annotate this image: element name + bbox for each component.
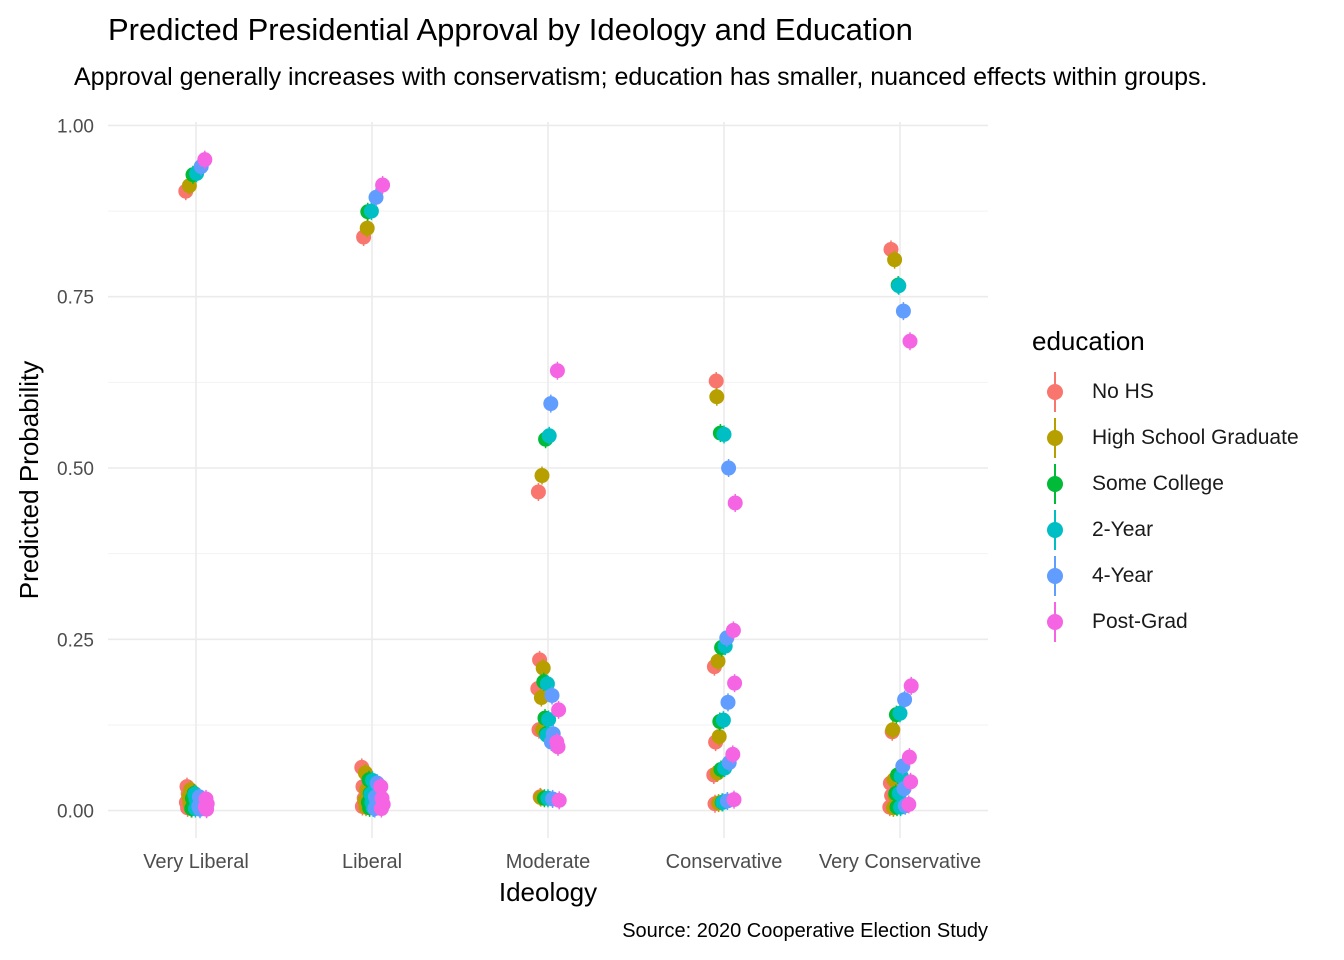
point-high-school-graduate-very-conservative [885, 722, 901, 738]
legend-item-post-grad: Post-Grad [1032, 600, 1332, 646]
legend-title: education [1032, 326, 1145, 356]
x-tick-label-moderate: Moderate [506, 851, 591, 873]
legend-label-4-year: 4-Year [1092, 564, 1154, 587]
y-tick-label: 0.50 [57, 459, 94, 480]
legend-key-some-college [1047, 464, 1063, 504]
point-post-grad-very-conservative [902, 333, 918, 349]
x-tick-label-conservative: Conservative [666, 851, 783, 873]
point-high-school-graduate-moderate [535, 660, 551, 676]
point-4-year-very-conservative [895, 303, 911, 319]
legend-label-post-grad: Post-Grad [1092, 610, 1188, 633]
point-2-year-moderate [539, 676, 555, 692]
point-high-school-graduate-moderate [534, 468, 550, 484]
legend-label-no-hs: No HS [1092, 380, 1154, 403]
legend-label-some-college: Some College [1092, 472, 1224, 495]
point-no-hs-moderate [530, 484, 546, 500]
point-no-hs-conservative [708, 373, 724, 389]
point-high-school-graduate-liberal [359, 220, 375, 236]
point-4-year-very-conservative [897, 692, 913, 708]
legend: No HS High School Graduate Some College … [1032, 370, 1332, 646]
legend-item-2-year: 2-Year [1032, 508, 1332, 554]
x-tick-label-very-liberal: Very Liberal [143, 851, 249, 873]
legend-key-high-school-graduate [1047, 418, 1063, 458]
point-post-grad-moderate [551, 792, 567, 808]
legend-label-high-school-graduate: High School Graduate [1092, 426, 1299, 449]
y-tick-label: 0.75 [57, 288, 94, 309]
x-axis-title: Ideology [499, 877, 597, 907]
point-high-school-graduate-very-conservative [887, 252, 903, 268]
legend-item-high-school-graduate: High School Graduate [1032, 416, 1332, 462]
point-post-grad-very-conservative [903, 678, 919, 694]
point-2-year-liberal [363, 203, 379, 219]
point-2-year-very-conservative [891, 278, 907, 294]
point-post-grad-liberal [373, 779, 389, 795]
legend-key-no-hs [1047, 372, 1063, 412]
point-4-year-conservative [720, 694, 736, 710]
chart-title: Predicted Presidential Approval by Ideol… [108, 12, 913, 47]
point-post-grad-very-conservative [901, 749, 917, 765]
point-post-grad-conservative [725, 746, 741, 762]
x-tick-label-very-conservative: Very Conservative [819, 851, 981, 873]
point-post-grad-moderate [551, 702, 567, 718]
point-4-year-conservative [721, 460, 737, 476]
point-high-school-graduate-conservative [709, 389, 725, 405]
legend-item-4-year: 4-Year [1032, 554, 1332, 600]
legend-key-post-grad [1047, 602, 1063, 642]
point-high-school-graduate-conservative [710, 653, 726, 669]
point-2-year-moderate [541, 428, 557, 444]
y-tick-label: 0.00 [57, 802, 94, 823]
point-2-year-very-conservative [892, 705, 908, 721]
y-axis-title: Predicted Probability [14, 361, 44, 599]
point-4-year-moderate [543, 396, 559, 412]
point-post-grad-conservative [727, 675, 743, 691]
x-tick-label-liberal: Liberal [342, 851, 402, 873]
point-post-grad-liberal [373, 801, 389, 817]
point-post-grad-very-liberal [199, 801, 215, 817]
chart-subtitle: Approval generally increases with conser… [74, 63, 1208, 91]
chart-caption: Source: 2020 Cooperative Election Study [622, 920, 988, 942]
point-post-grad-moderate [550, 739, 566, 755]
legend-item-no-hs: No HS [1032, 370, 1332, 416]
point-post-grad-liberal [375, 177, 391, 193]
point-4-year-liberal [368, 189, 384, 205]
legend-key-4-year [1047, 556, 1063, 596]
y-tick-label: 1.00 [57, 116, 94, 137]
point-2-year-conservative [715, 712, 731, 728]
point-post-grad-very-liberal [197, 152, 213, 168]
point-post-grad-moderate [549, 363, 565, 379]
point-post-grad-conservative [726, 792, 742, 808]
point-2-year-conservative [716, 426, 732, 442]
point-4-year-moderate [544, 687, 560, 703]
point-2-year-moderate [541, 711, 557, 727]
point-post-grad-very-conservative [903, 774, 919, 790]
point-post-grad-conservative [725, 622, 741, 638]
point-post-grad-very-conservative [901, 796, 917, 812]
y-tick-label: 0.25 [57, 630, 94, 651]
legend-key-2-year [1047, 510, 1063, 550]
point-high-school-graduate-conservative [711, 729, 727, 745]
legend-label-2-year: 2-Year [1092, 518, 1154, 541]
point-post-grad-conservative [727, 495, 743, 511]
legend-item-some-college: Some College [1032, 462, 1332, 508]
